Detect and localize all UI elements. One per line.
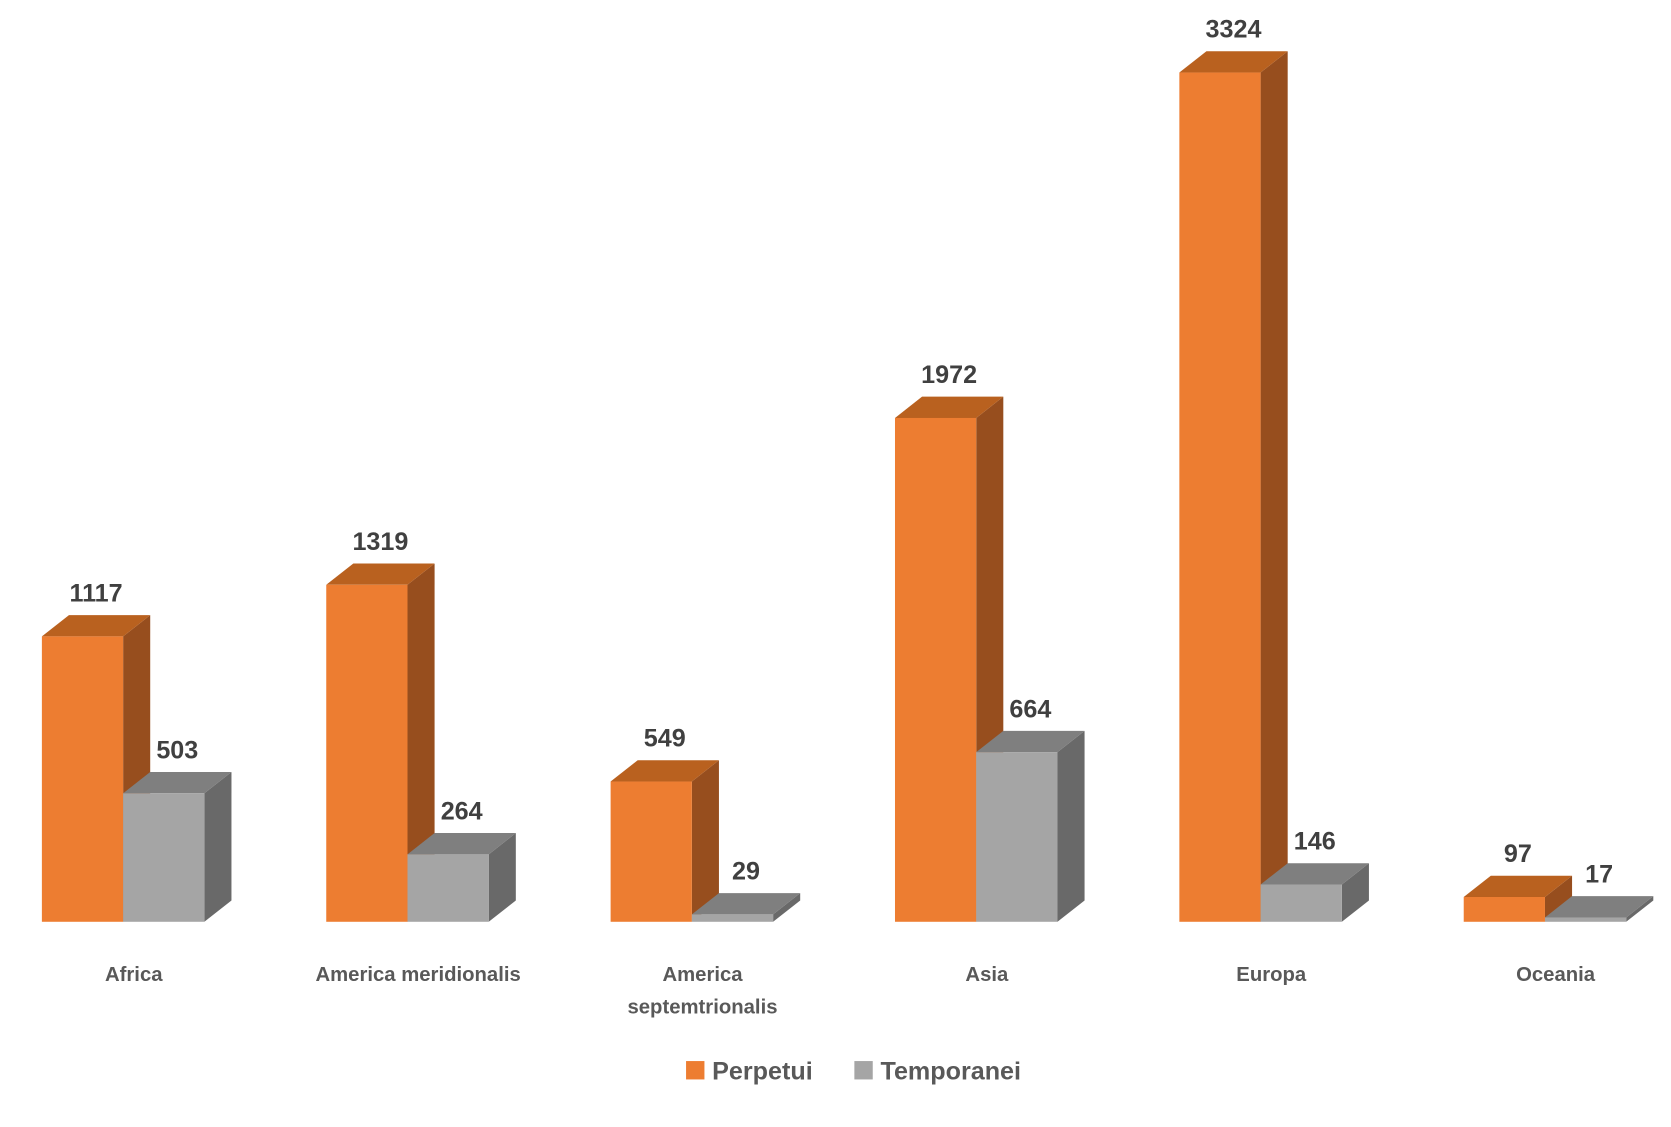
bar-front-face xyxy=(1179,72,1261,922)
bar-perpetui-america-septemtrionalis xyxy=(610,760,719,922)
data-label-temporanei-europa: 146 xyxy=(1294,828,1336,856)
bar-front-face xyxy=(976,752,1058,922)
bar-top-face xyxy=(123,771,232,794)
bar-side-face xyxy=(1341,863,1369,922)
bar-top-face xyxy=(1179,51,1288,73)
bar-temporanei-oceania xyxy=(1544,896,1654,922)
bar-side-face xyxy=(1626,896,1654,922)
data-label-perpetui-america-septemtrionalis: 549 xyxy=(644,725,686,753)
data-label-perpetui-america-meridionalis: 1319 xyxy=(352,528,408,556)
data-label-temporanei-america-meridionalis: 264 xyxy=(441,798,483,826)
bar-side-face xyxy=(488,833,516,922)
category-label-oceania: Oceania xyxy=(1516,964,1596,986)
bar-top-face xyxy=(326,563,435,585)
bar-front-face xyxy=(407,854,489,922)
bar-top-face xyxy=(1544,896,1654,918)
bar-perpetui-europa xyxy=(1179,51,1288,922)
bar-front-face xyxy=(1260,884,1342,922)
bar-side-face xyxy=(204,771,232,922)
bar-top-face xyxy=(976,730,1085,753)
category-label-europa: Europa xyxy=(1236,964,1307,986)
bar-top-face xyxy=(894,396,1004,418)
category-labels-layer: Africa America meridionalis America septemt… xyxy=(105,964,1596,1019)
bar-side-face xyxy=(1057,730,1085,922)
legend-label-temporanei: Temporanei xyxy=(880,1057,1021,1085)
bar-perpetui-asia xyxy=(894,396,1004,922)
data-label-temporanei-africa: 503 xyxy=(156,736,198,764)
bar-top-face xyxy=(41,615,151,637)
data-label-perpetui-africa: 1117 xyxy=(69,580,122,608)
bar-front-face xyxy=(41,636,124,922)
legend-item-temporanei: Temporanei xyxy=(854,1057,1021,1085)
bar-temporanei-america-meridionalis xyxy=(407,833,516,922)
bar-front-face xyxy=(326,584,408,922)
bar-side-face xyxy=(1544,875,1573,922)
bar-temporanei-asia xyxy=(976,730,1085,922)
bar-top-face xyxy=(610,760,719,782)
legend: Perpetui Temporanei xyxy=(686,1057,1021,1085)
bar-top-face xyxy=(1463,875,1573,897)
data-label-perpetui-europa: 3324 xyxy=(1206,16,1262,44)
legend-label-perpetui: Perpetui xyxy=(712,1057,813,1085)
bar-front-face xyxy=(1544,917,1627,922)
bar-perpetui-oceania xyxy=(1463,875,1573,922)
bar-temporanei-america-septemtrionalis xyxy=(691,893,801,922)
bar-temporanei-europa xyxy=(1260,863,1369,922)
category-label-africa: Africa xyxy=(105,964,163,986)
data-labels-layer: 1117 503 1319 264 549 29 1972 664 3324 146 97 17 xyxy=(69,16,1613,889)
bar-side-face xyxy=(773,893,801,922)
bar-side-face xyxy=(691,760,719,922)
bar-front-face xyxy=(894,417,977,922)
category-label-asia: Asia xyxy=(965,964,1009,986)
bar-side-face xyxy=(1260,51,1288,922)
bar-side-face xyxy=(407,563,435,922)
bar-front-face xyxy=(610,781,692,922)
data-label-perpetui-oceania: 97 xyxy=(1504,840,1532,868)
legend-item-perpetui: Perpetui xyxy=(686,1057,813,1085)
bar-top-face xyxy=(691,893,801,915)
bar-front-face xyxy=(1463,896,1545,922)
data-label-temporanei-oceania: 17 xyxy=(1585,861,1613,889)
category-label-america-septemtrionalis: America septemtrionalis xyxy=(627,964,777,1019)
bar-top-face xyxy=(1260,863,1369,885)
bar-temporanei-africa xyxy=(123,771,232,922)
bar-top-face xyxy=(407,833,516,855)
bar-front-face xyxy=(123,793,205,922)
data-label-perpetui-asia: 1972 xyxy=(921,361,977,389)
bars-layer xyxy=(41,51,1654,922)
bar-front-face xyxy=(691,914,774,922)
category-label-america-meridionalis: America meridionalis xyxy=(315,964,520,986)
data-label-temporanei-asia: 664 xyxy=(1009,695,1051,723)
legend-swatch-temporanei xyxy=(854,1061,873,1080)
bar-perpetui-america-meridionalis xyxy=(326,563,435,922)
data-label-temporanei-america-septemtrionalis: 29 xyxy=(732,858,760,886)
legend-swatch-perpetui xyxy=(686,1061,705,1080)
